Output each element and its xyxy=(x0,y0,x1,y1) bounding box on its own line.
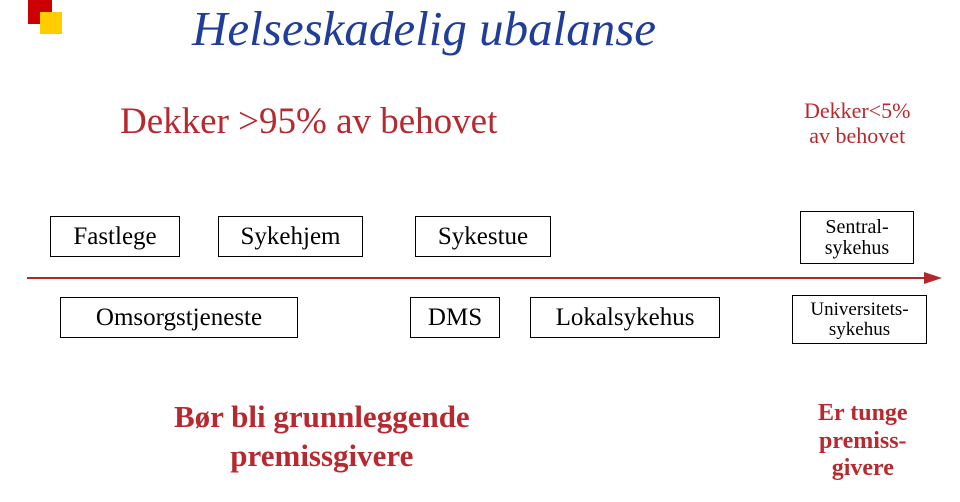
timeline-arrow-line xyxy=(27,277,924,279)
box-sykestue: Sykestue xyxy=(415,216,551,257)
footer-right-line2: premiss- xyxy=(819,428,907,454)
footer-right-line3: givere xyxy=(832,455,894,481)
footer-left-line2: premissgivere xyxy=(230,438,413,473)
box-sentralsykehus-label: Sentral- sykehus xyxy=(825,217,889,259)
slide-title: Helseskadelig ubalanse xyxy=(192,0,656,57)
box-dms: DMS xyxy=(410,297,500,338)
subtitle-left: Dekker >95% av behovet xyxy=(120,100,497,143)
box-sykehjem: Sykehjem xyxy=(218,216,363,257)
subtitle-right: Dekker<5% av behovet xyxy=(804,98,910,149)
footer-right: Er tunge premiss- givere xyxy=(818,400,908,483)
bullet-decoration xyxy=(28,0,62,34)
subtitle-right-line2: av behovet xyxy=(809,123,905,148)
box-universitetssykehus-label: Universitets- sykehus xyxy=(810,300,908,340)
box-lokalsykehus: Lokalsykehus xyxy=(530,297,720,338)
bullet-yellow-square xyxy=(40,12,62,34)
box-universitetssykehus: Universitets- sykehus xyxy=(792,295,927,344)
box-sentralsykehus: Sentral- sykehus xyxy=(800,211,914,264)
slide-root: Helseskadelig ubalanse Dekker >95% av be… xyxy=(0,0,960,502)
box-lokalsykehus-label: Lokalsykehus xyxy=(556,304,695,332)
box-fastlege: Fastlege xyxy=(50,216,180,257)
subtitle-right-line1: Dekker<5% xyxy=(804,98,910,123)
footer-left-line1: Bør bli grunnleggende xyxy=(174,399,470,434)
footer-left: Bør bli grunnleggende premissgivere xyxy=(174,398,470,476)
timeline-arrow-head xyxy=(924,272,942,284)
box-sykehjem-label: Sykehjem xyxy=(241,223,341,251)
box-omsorgstjeneste-label: Omsorgstjeneste xyxy=(96,304,262,332)
box-omsorgstjeneste: Omsorgstjeneste xyxy=(60,297,298,338)
box-dms-label: DMS xyxy=(428,304,482,332)
box-sykestue-label: Sykestue xyxy=(438,223,528,251)
footer-right-line1: Er tunge xyxy=(818,400,908,426)
box-fastlege-label: Fastlege xyxy=(73,223,156,251)
